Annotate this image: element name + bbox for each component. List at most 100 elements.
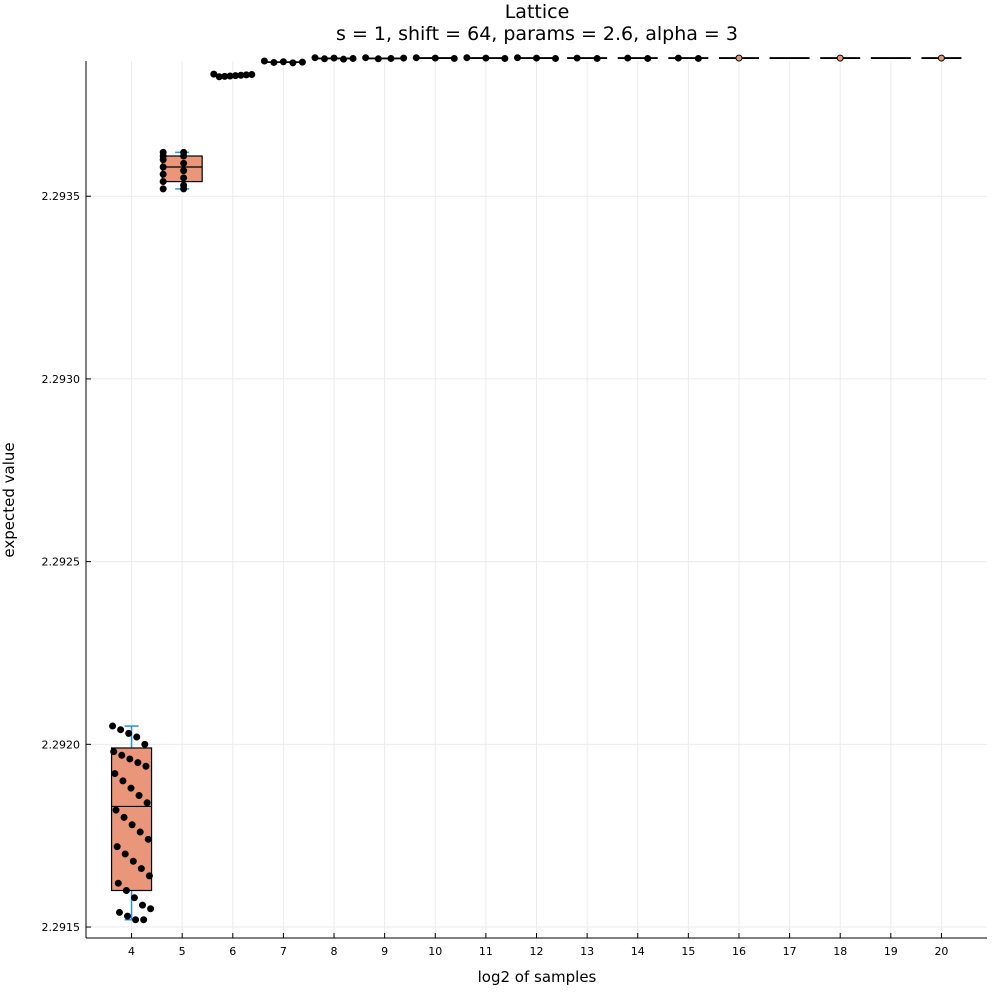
data-point <box>624 54 632 62</box>
x-tick-label: 4 <box>128 945 135 958</box>
data-point <box>118 751 126 759</box>
data-point <box>114 879 122 887</box>
data-point <box>134 759 142 767</box>
data-point <box>112 806 120 814</box>
y-tick-label: 2.2935 <box>42 190 81 203</box>
box-group-9 <box>362 54 408 63</box>
data-point <box>159 163 167 171</box>
data-point <box>127 784 135 792</box>
x-tick-label: 19 <box>884 945 898 958</box>
x-tick-labels: 4 5 6 7 8 9 10 11 12 13 14 15 16 17 18 19 20 <box>128 945 948 958</box>
data-point <box>387 54 395 62</box>
chart-subtitle: s = 1, shift = 64, params = 2.6, alpha =… <box>336 23 738 45</box>
chart-title: Lattice <box>505 1 570 23</box>
x-tick-label: 8 <box>331 945 338 958</box>
data-point <box>126 755 134 763</box>
data-point <box>135 791 143 799</box>
data-point <box>159 156 167 164</box>
data-point <box>210 70 218 78</box>
y-tick-label: 2.2930 <box>42 373 81 386</box>
data-point <box>121 850 129 858</box>
data-point <box>110 748 118 756</box>
data-point <box>147 905 155 913</box>
data-point <box>593 54 601 62</box>
x-tick-label: 11 <box>479 945 493 958</box>
data-point <box>124 912 132 920</box>
x-tick-label: 12 <box>530 945 544 958</box>
box-iqr <box>110 747 153 892</box>
data-point <box>552 54 559 62</box>
data-point <box>533 54 540 62</box>
data-point <box>142 762 150 770</box>
data-point <box>412 54 420 62</box>
data-point <box>119 777 127 785</box>
data-point <box>145 872 153 880</box>
x-tick-label: 7 <box>280 945 287 958</box>
data-point <box>113 843 121 851</box>
data-point <box>125 729 133 737</box>
axes-layer <box>85 61 987 939</box>
data-point <box>132 916 140 924</box>
x-tick-label: 16 <box>732 945 746 958</box>
data-point <box>270 58 278 66</box>
data-point <box>279 58 287 66</box>
data-point <box>129 857 137 865</box>
data-point <box>431 54 439 62</box>
data-point <box>180 174 188 182</box>
x-tick-label: 14 <box>631 945 645 958</box>
data-point <box>140 916 148 924</box>
data-point <box>450 54 458 62</box>
box-group-18 <box>820 54 861 62</box>
data-point <box>514 54 521 62</box>
x-tick-label: 18 <box>833 945 847 958</box>
x-tick-label: 17 <box>783 945 797 958</box>
box-group-12 <box>514 54 559 62</box>
data-point <box>644 54 652 62</box>
box-group-11 <box>463 54 509 62</box>
data-point <box>117 726 125 734</box>
data-point <box>141 740 149 748</box>
data-point <box>362 54 370 62</box>
y-tick-label: 2.2915 <box>42 921 81 934</box>
y-axis-label: expected value <box>0 442 18 557</box>
data-point <box>215 73 223 81</box>
y-tick-labels: 2.2915 2.2920 2.2925 2.2930 2.2935 <box>42 190 81 934</box>
box-group-5 <box>159 148 203 193</box>
box-group-13 <box>567 54 608 62</box>
box-group-10 <box>412 54 458 62</box>
data-point <box>143 799 151 807</box>
data-point <box>115 908 123 916</box>
data-point <box>133 733 141 741</box>
data-point <box>311 54 319 62</box>
data-point <box>400 54 408 62</box>
x-tick-label: 15 <box>681 945 695 958</box>
data-point <box>298 58 306 66</box>
data-point <box>138 901 146 909</box>
data-point <box>180 152 188 160</box>
data-point <box>130 894 138 902</box>
x-tick-label: 6 <box>229 945 236 958</box>
x-tick-label: 13 <box>580 945 594 958</box>
box-group-6 <box>210 70 256 81</box>
data-point <box>836 54 844 62</box>
data-point <box>349 54 357 62</box>
data-point <box>674 54 682 62</box>
y-tick-label: 2.2920 <box>42 738 81 751</box>
x-axis-label: log2 of samples <box>478 968 597 986</box>
data-point <box>321 55 329 63</box>
data-point <box>120 813 128 821</box>
data-point <box>482 54 490 62</box>
data-point <box>144 835 152 843</box>
x-tick-label: 10 <box>428 945 442 958</box>
data-point <box>735 54 743 62</box>
plot-layer <box>109 54 962 924</box>
data-point <box>128 821 136 829</box>
data-point <box>180 167 188 175</box>
data-point <box>260 57 268 65</box>
data-point <box>340 55 348 63</box>
box-group-14 <box>617 54 658 62</box>
data-point <box>374 55 382 63</box>
data-point <box>330 54 338 62</box>
grid-layer <box>86 61 987 938</box>
